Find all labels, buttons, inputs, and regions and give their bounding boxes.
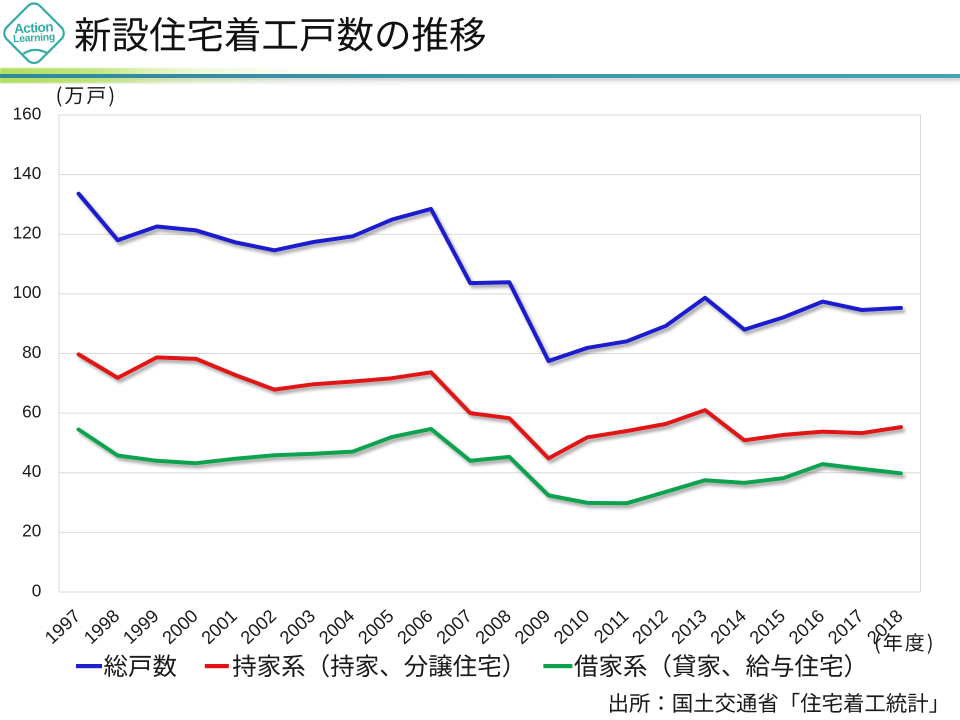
svg-text:2011: 2011 <box>589 605 632 647</box>
svg-text:100: 100 <box>13 282 42 302</box>
svg-text:2001: 2001 <box>197 605 241 648</box>
svg-text:120: 120 <box>13 223 42 243</box>
svg-text:Learning: Learning <box>13 31 56 45</box>
svg-text:1999: 1999 <box>119 605 163 648</box>
svg-text:2004: 2004 <box>314 605 358 648</box>
svg-text:0: 0 <box>32 580 42 600</box>
svg-text:2017: 2017 <box>823 605 867 648</box>
svg-text:2006: 2006 <box>393 605 437 648</box>
svg-text:2009: 2009 <box>510 605 554 648</box>
svg-text:2014: 2014 <box>706 605 750 648</box>
svg-text:2016: 2016 <box>784 605 828 648</box>
svg-text:80: 80 <box>22 342 41 362</box>
svg-text:2008: 2008 <box>471 605 515 648</box>
svg-text:2010: 2010 <box>549 605 593 648</box>
svg-text:2007: 2007 <box>432 605 476 648</box>
svg-text:Action: Action <box>14 19 54 36</box>
svg-text:2013: 2013 <box>667 605 711 648</box>
svg-text:2012: 2012 <box>628 605 672 648</box>
svg-text:2002: 2002 <box>236 605 280 648</box>
svg-text:1997: 1997 <box>40 605 84 648</box>
svg-text:60: 60 <box>22 401 41 421</box>
svg-text:140: 140 <box>13 163 42 183</box>
svg-text:1998: 1998 <box>79 605 123 648</box>
svg-text:2000: 2000 <box>158 605 202 648</box>
svg-text:160: 160 <box>13 103 42 123</box>
svg-text:20: 20 <box>22 521 41 541</box>
svg-text:2015: 2015 <box>745 605 789 648</box>
svg-text:40: 40 <box>22 461 41 481</box>
svg-text:2005: 2005 <box>354 605 398 648</box>
svg-text:2003: 2003 <box>275 605 319 648</box>
